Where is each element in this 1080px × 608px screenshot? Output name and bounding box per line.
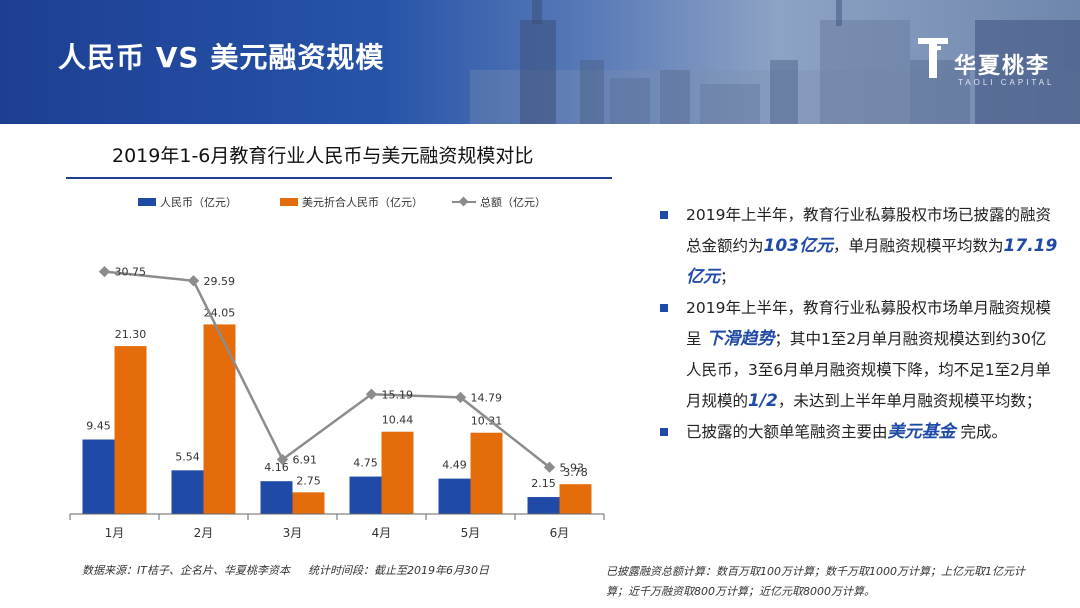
bar-usd-label-3: 10.44 xyxy=(382,414,414,427)
x-tick-label-4: 5月 xyxy=(461,526,481,540)
x-tick-label-0: 1月 xyxy=(105,526,125,540)
highlight-amount: 103亿元 xyxy=(763,236,834,256)
bar-rmb-0 xyxy=(82,439,115,514)
bar-rmb-label-1: 5.54 xyxy=(175,450,200,463)
total-point-0 xyxy=(98,265,111,278)
bar-rmb-label-3: 4.75 xyxy=(353,457,378,470)
total-point-3 xyxy=(365,388,378,400)
bar-usd-label-2: 2.75 xyxy=(296,474,321,487)
total-point-2 xyxy=(276,453,289,466)
title-divider xyxy=(66,177,612,179)
brand-logo: 华夏桃李 TAOLI CAPITAL xyxy=(918,36,1058,96)
bullet-item: 2019年上半年，教育行业私募股权市场已披露的融资总金额约为103亿元，单月融资… xyxy=(660,200,1060,293)
total-label-0: 30.75 xyxy=(115,266,147,279)
x-tick-label-1: 2月 xyxy=(194,526,214,540)
total-point-5 xyxy=(543,461,556,473)
bullet-item: 已披露的大额单笔融资主要由美元基金 完成。 xyxy=(660,417,1060,448)
bullet-text: ，未达到上半年单月融资规模平均数； xyxy=(777,392,1042,410)
bullet-square-icon xyxy=(660,211,668,219)
total-label-2: 6.91 xyxy=(293,454,318,467)
total-label-3: 15.19 xyxy=(382,388,414,401)
bar-rmb-label-4: 4.49 xyxy=(442,459,467,472)
x-tick-label-2: 3月 xyxy=(283,526,303,540)
summary-bullets: 2019年上半年，教育行业私募股权市场已披露的融资总金额约为103亿元，单月融资… xyxy=(660,200,1060,448)
bar-rmb-label-0: 9.45 xyxy=(86,420,111,433)
legend-label-0: 人民币（亿元） xyxy=(160,196,237,209)
legend-label-1: 美元折合人民币（亿元） xyxy=(302,195,423,209)
logo-mark-icon xyxy=(918,38,948,78)
bar-usd-2 xyxy=(292,492,325,514)
bar-usd-3 xyxy=(381,431,414,514)
bar-rmb-1 xyxy=(171,470,204,514)
bullet-item: 2019年上半年，教育行业私募股权市场单月融资规模呈 下滑趋势；其中1至2月单月… xyxy=(660,293,1060,417)
bar-rmb-label-2: 4.16 xyxy=(264,461,289,474)
page-title: 人民币 VS 美元融资规模 xyxy=(58,41,385,74)
header-banner: 人民币 VS 美元融资规模 华夏桃李 TAOLI CAPITAL xyxy=(0,0,1080,124)
highlight-average: 17.19亿元 xyxy=(686,236,1058,287)
bar-rmb-3 xyxy=(349,476,382,514)
legend-label-2: 总额（亿元） xyxy=(480,195,546,209)
data-period: 统计时间段：截止至2019年6月30日 xyxy=(307,564,489,577)
data-source: 数据来源：IT桔子、企名片、华夏桃李资本 xyxy=(82,564,290,577)
bullet-text: 2019年上半年，教育行业私募股权市场单月融资规模呈 xyxy=(686,299,1051,348)
chart-bars: 9.4521.305.5424.054.162.754.7510.444.491… xyxy=(82,306,592,514)
bar-rmb-label-5: 2.15 xyxy=(531,477,556,490)
highlight-trend: 下滑趋势 xyxy=(706,329,775,349)
bar-usd-5 xyxy=(559,484,592,514)
legend-swatch-1 xyxy=(280,198,298,206)
bullet-square-icon xyxy=(660,304,668,312)
total-label-4: 14.79 xyxy=(471,391,503,404)
bullet-text: 已披露的大额单笔融资主要由 xyxy=(686,423,888,441)
total-line xyxy=(104,270,551,469)
bullet-text: 完成。 xyxy=(955,423,1007,441)
bar-rmb-5 xyxy=(527,497,560,514)
logo-name: 华夏桃李 xyxy=(954,54,1051,79)
city-skyline-image xyxy=(470,0,1080,124)
total-label-5: 5.93 xyxy=(560,461,585,474)
bullet-square-icon xyxy=(660,428,668,436)
highlight-fund: 美元基金 xyxy=(887,422,956,442)
highlight-fraction: 1/2 xyxy=(748,391,778,411)
funding-chart: 人民币（亿元） 美元折合人民币（亿元） 总额（亿元） 9.4521.305.5424… xyxy=(69,195,605,540)
bar-usd-label-5: 3.78 xyxy=(563,466,588,479)
total-point-1 xyxy=(187,275,200,287)
calculation-note: 已披露融资总额计算：数百万取100万计算；数千万取1000万计算；上亿元取1亿元… xyxy=(606,562,1056,602)
data-source-note: 数据来源：IT桔子、企名片、华夏桃李资本 统计时间段：截止至2019年6月30日 xyxy=(82,562,489,578)
bullet-text: 2019年上半年，教育行业私募股权市场已披露的融资总金额约为 xyxy=(686,206,1051,255)
bar-usd-0 xyxy=(114,346,147,514)
chart-total-line: 30.75 29.59 6.91 15.19 14.79 5.93 xyxy=(98,265,585,474)
legend-marker-2 xyxy=(458,196,469,207)
total-label-1: 29.59 xyxy=(204,275,236,288)
chart-legend: 人民币（亿元） 美元折合人民币（亿元） 总额（亿元） xyxy=(138,195,546,209)
bullet-text: ； xyxy=(720,268,736,286)
bar-rmb-2 xyxy=(260,481,293,514)
bar-usd-label-0: 21.30 xyxy=(115,328,147,341)
bullet-text: ；其中1至2月单月融资规模达到约30亿人民币，3至6月单月融资规模下降，均不足1… xyxy=(686,330,1051,410)
bar-usd-4 xyxy=(470,432,503,514)
total-point-4 xyxy=(454,391,467,404)
bullet-text: ，单月融资规模平均数为 xyxy=(833,237,1004,255)
legend-swatch-0 xyxy=(138,198,156,206)
calculation-note-line: 算；近千万融资取800万计算；近亿元取8000万计算。 xyxy=(606,585,875,598)
chart-title: 2019年1-6月教育行业人民币与美元融资规模对比 xyxy=(112,145,534,167)
x-tick-label-3: 4月 xyxy=(372,526,392,540)
x-tick-label-5: 6月 xyxy=(550,526,570,540)
logo-subtitle: TAOLI CAPITAL xyxy=(958,78,1055,87)
chart-axis: 1月 2月 3月 4月 5月 6月 xyxy=(69,513,605,540)
bar-rmb-4 xyxy=(438,478,471,514)
calculation-note-line: 已披露融资总额计算：数百万取100万计算；数千万取1000万计算；上亿元取1亿元… xyxy=(606,565,1025,578)
